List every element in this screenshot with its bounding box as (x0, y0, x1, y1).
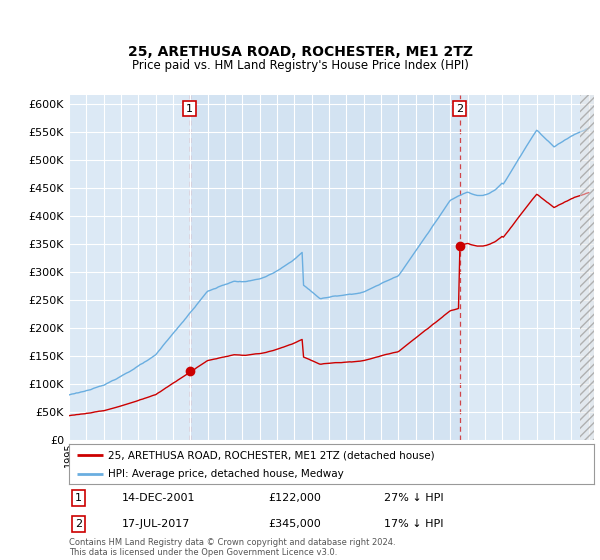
Text: 14-DEC-2001: 14-DEC-2001 (121, 493, 195, 503)
Text: 25, ARETHUSA ROAD, ROCHESTER, ME1 2TZ: 25, ARETHUSA ROAD, ROCHESTER, ME1 2TZ (128, 45, 473, 59)
Text: Contains HM Land Registry data © Crown copyright and database right 2024.
This d: Contains HM Land Registry data © Crown c… (69, 538, 395, 557)
Text: 1: 1 (186, 104, 193, 114)
Text: £122,000: £122,000 (269, 493, 322, 503)
Text: 1: 1 (75, 493, 82, 503)
Text: 25, ARETHUSA ROAD, ROCHESTER, ME1 2TZ (detached house): 25, ARETHUSA ROAD, ROCHESTER, ME1 2TZ (d… (109, 450, 435, 460)
Text: 17% ↓ HPI: 17% ↓ HPI (384, 519, 443, 529)
Text: 2: 2 (75, 519, 82, 529)
Text: 27% ↓ HPI: 27% ↓ HPI (384, 493, 443, 503)
Text: 17-JUL-2017: 17-JUL-2017 (121, 519, 190, 529)
Text: Price paid vs. HM Land Registry's House Price Index (HPI): Price paid vs. HM Land Registry's House … (131, 59, 469, 72)
Text: HPI: Average price, detached house, Medway: HPI: Average price, detached house, Medw… (109, 469, 344, 479)
Text: 2: 2 (456, 104, 463, 114)
Bar (190, 95, 460, 440)
Text: £345,000: £345,000 (269, 519, 321, 529)
